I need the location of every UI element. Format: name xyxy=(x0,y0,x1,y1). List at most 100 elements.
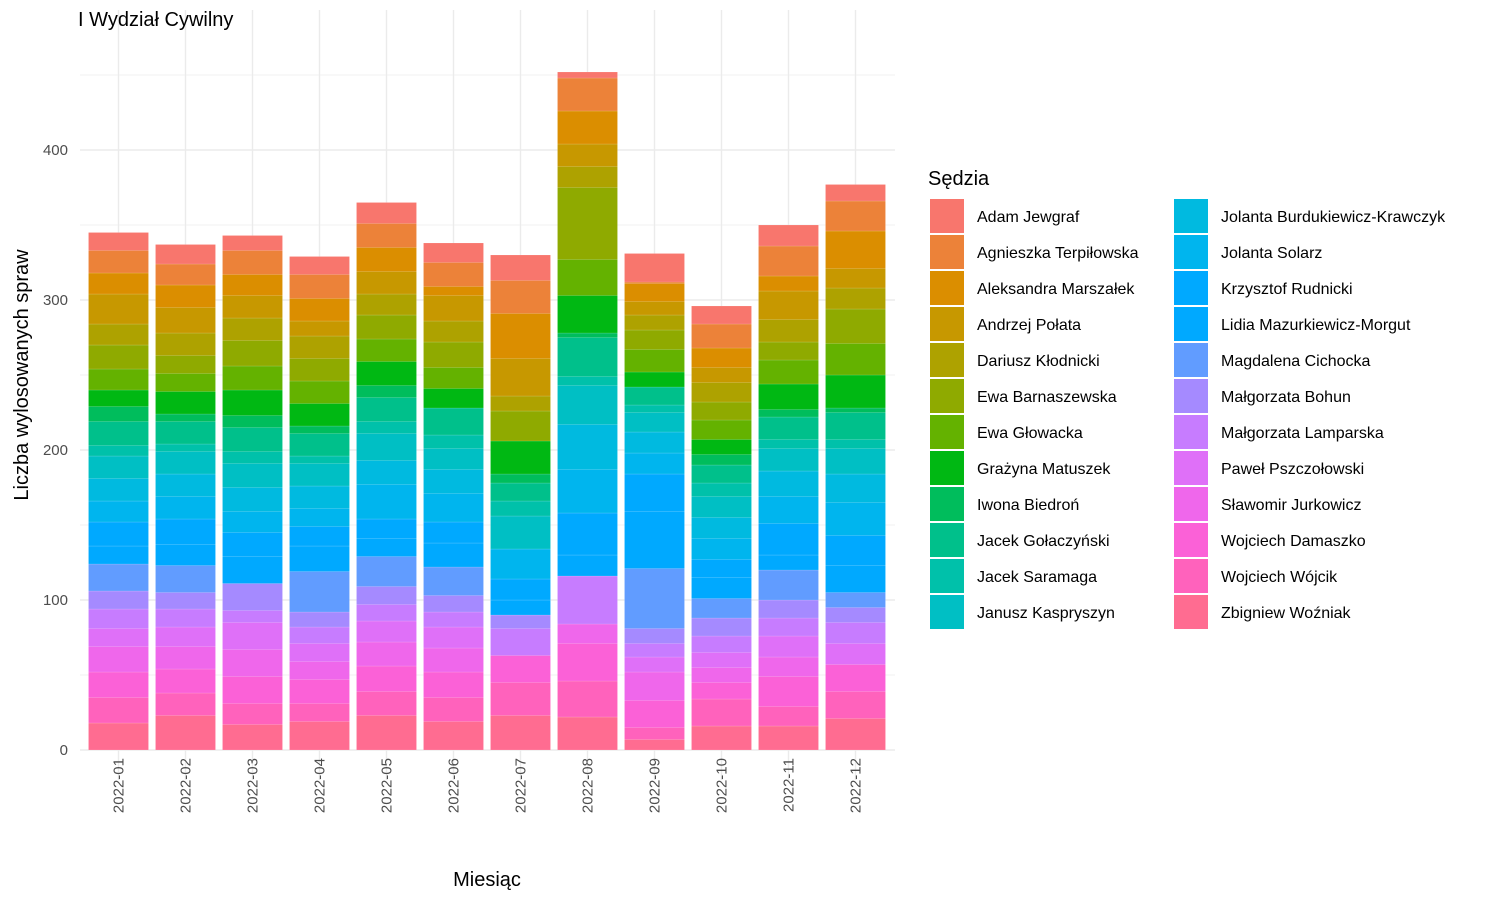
bar-segment xyxy=(758,416,819,440)
legend-label: Jolanta Burdukiewicz-Krawczyk xyxy=(1221,209,1446,226)
bar-segment xyxy=(356,397,417,422)
y-tick-label: 400 xyxy=(43,142,68,159)
bar-segment xyxy=(289,571,350,613)
legend-label: Dariusz Kłodnicki xyxy=(977,353,1100,370)
bar-segment xyxy=(825,664,886,692)
bar-segment xyxy=(825,502,886,536)
bar-segment xyxy=(825,535,886,566)
bar-segment xyxy=(356,641,417,667)
bar-segment xyxy=(155,544,216,566)
y-tick-label: 300 xyxy=(43,292,68,309)
bar-segment xyxy=(490,473,551,484)
bar-segment xyxy=(825,230,886,269)
legend-key xyxy=(930,523,964,557)
bar-segment xyxy=(691,482,752,497)
bar-segment xyxy=(423,286,484,296)
x-tick-label: 2022-03 xyxy=(245,758,262,813)
bar-segment xyxy=(825,184,886,202)
bar-segment xyxy=(222,532,283,557)
bar-segment xyxy=(88,344,149,370)
bar-segment xyxy=(88,368,149,391)
bar-segment xyxy=(222,463,283,488)
bar-segment xyxy=(423,469,484,494)
bar-segment xyxy=(423,448,484,470)
bar-segment xyxy=(423,697,484,722)
bar-segment xyxy=(289,703,350,722)
bar-segment xyxy=(289,358,350,382)
bar-segment xyxy=(222,274,283,296)
bar-segment xyxy=(490,395,551,412)
bar-segment xyxy=(624,404,685,413)
legend-key xyxy=(930,559,964,593)
bar-segment xyxy=(289,679,350,704)
legend-title: Sędzia xyxy=(928,168,990,190)
bar-segment xyxy=(289,425,350,434)
legend-label: Zbigniew Woźniak xyxy=(1221,605,1352,622)
legend-label: Grażyna Matuszek xyxy=(977,461,1111,478)
legend-key xyxy=(1174,235,1208,269)
bar-segment xyxy=(423,671,484,698)
bar-segment xyxy=(88,722,149,751)
bar-segment xyxy=(691,382,752,403)
bar-segment xyxy=(557,110,618,145)
bar-segment xyxy=(222,724,283,751)
bar-segment xyxy=(289,298,350,322)
bar-segment xyxy=(88,697,149,724)
bar-segment xyxy=(691,598,752,619)
bar-segment xyxy=(222,511,283,533)
bar-segment xyxy=(356,691,417,716)
bar-segment xyxy=(356,433,417,461)
bar-segment xyxy=(691,496,752,518)
legend-label: Andrzej Połata xyxy=(977,317,1081,334)
legend-key xyxy=(1174,199,1208,233)
bar-segment xyxy=(155,391,216,415)
bar-segment xyxy=(557,424,618,470)
bar-segment xyxy=(624,643,685,658)
bar-segment xyxy=(88,545,149,565)
bar-segment xyxy=(222,427,283,452)
bar-segment xyxy=(758,319,819,343)
bar-segment xyxy=(289,380,350,404)
bar-segment xyxy=(758,656,819,677)
y-axis-ticks: 0 100 200 300 400 xyxy=(43,142,68,759)
bar-segment xyxy=(490,715,551,751)
legend-label: Wojciech Wójcik xyxy=(1221,569,1338,586)
bar-segment xyxy=(222,415,283,428)
x-tick-label: 2022-09 xyxy=(647,758,664,813)
bar-segment xyxy=(825,268,886,289)
bar-segment xyxy=(557,77,618,112)
legend-label: Sławomir Jurkowicz xyxy=(1221,497,1361,514)
bar-segment xyxy=(624,473,685,512)
bar-segment xyxy=(356,271,417,295)
bar-segment xyxy=(557,554,618,577)
bar-segment xyxy=(289,256,350,275)
bar-segment xyxy=(155,443,216,452)
bar-segment xyxy=(758,383,819,410)
bar-segment xyxy=(624,253,685,283)
legend-label: Jacek Saramaga xyxy=(977,569,1097,586)
legend-key xyxy=(1174,379,1208,413)
bar-segment xyxy=(624,739,685,751)
bar-segment xyxy=(88,232,149,251)
bar-segment xyxy=(88,500,149,523)
bar-segment xyxy=(155,565,216,593)
bar-segment xyxy=(758,224,819,247)
bar-segment xyxy=(423,521,484,544)
bar-segment xyxy=(155,608,216,628)
bar-segment xyxy=(222,556,283,584)
bar-segment xyxy=(624,511,685,569)
bar-segment xyxy=(155,692,216,716)
legend-label: Ewa Barnaszewska xyxy=(977,389,1117,406)
bar-segment xyxy=(356,604,417,622)
bar-segment xyxy=(155,451,216,475)
bar-segment xyxy=(825,308,886,344)
bar-segment xyxy=(825,412,886,440)
chart-title: I Wydział Cywilny xyxy=(78,9,233,31)
bar-segment xyxy=(691,617,752,637)
bar-segment xyxy=(557,623,618,644)
bar-segment xyxy=(557,385,618,425)
bar-segment xyxy=(758,599,819,619)
bar-segment xyxy=(222,649,283,677)
legend-label: Magdalena Cichocka xyxy=(1221,353,1371,370)
bar-segment xyxy=(356,715,417,751)
